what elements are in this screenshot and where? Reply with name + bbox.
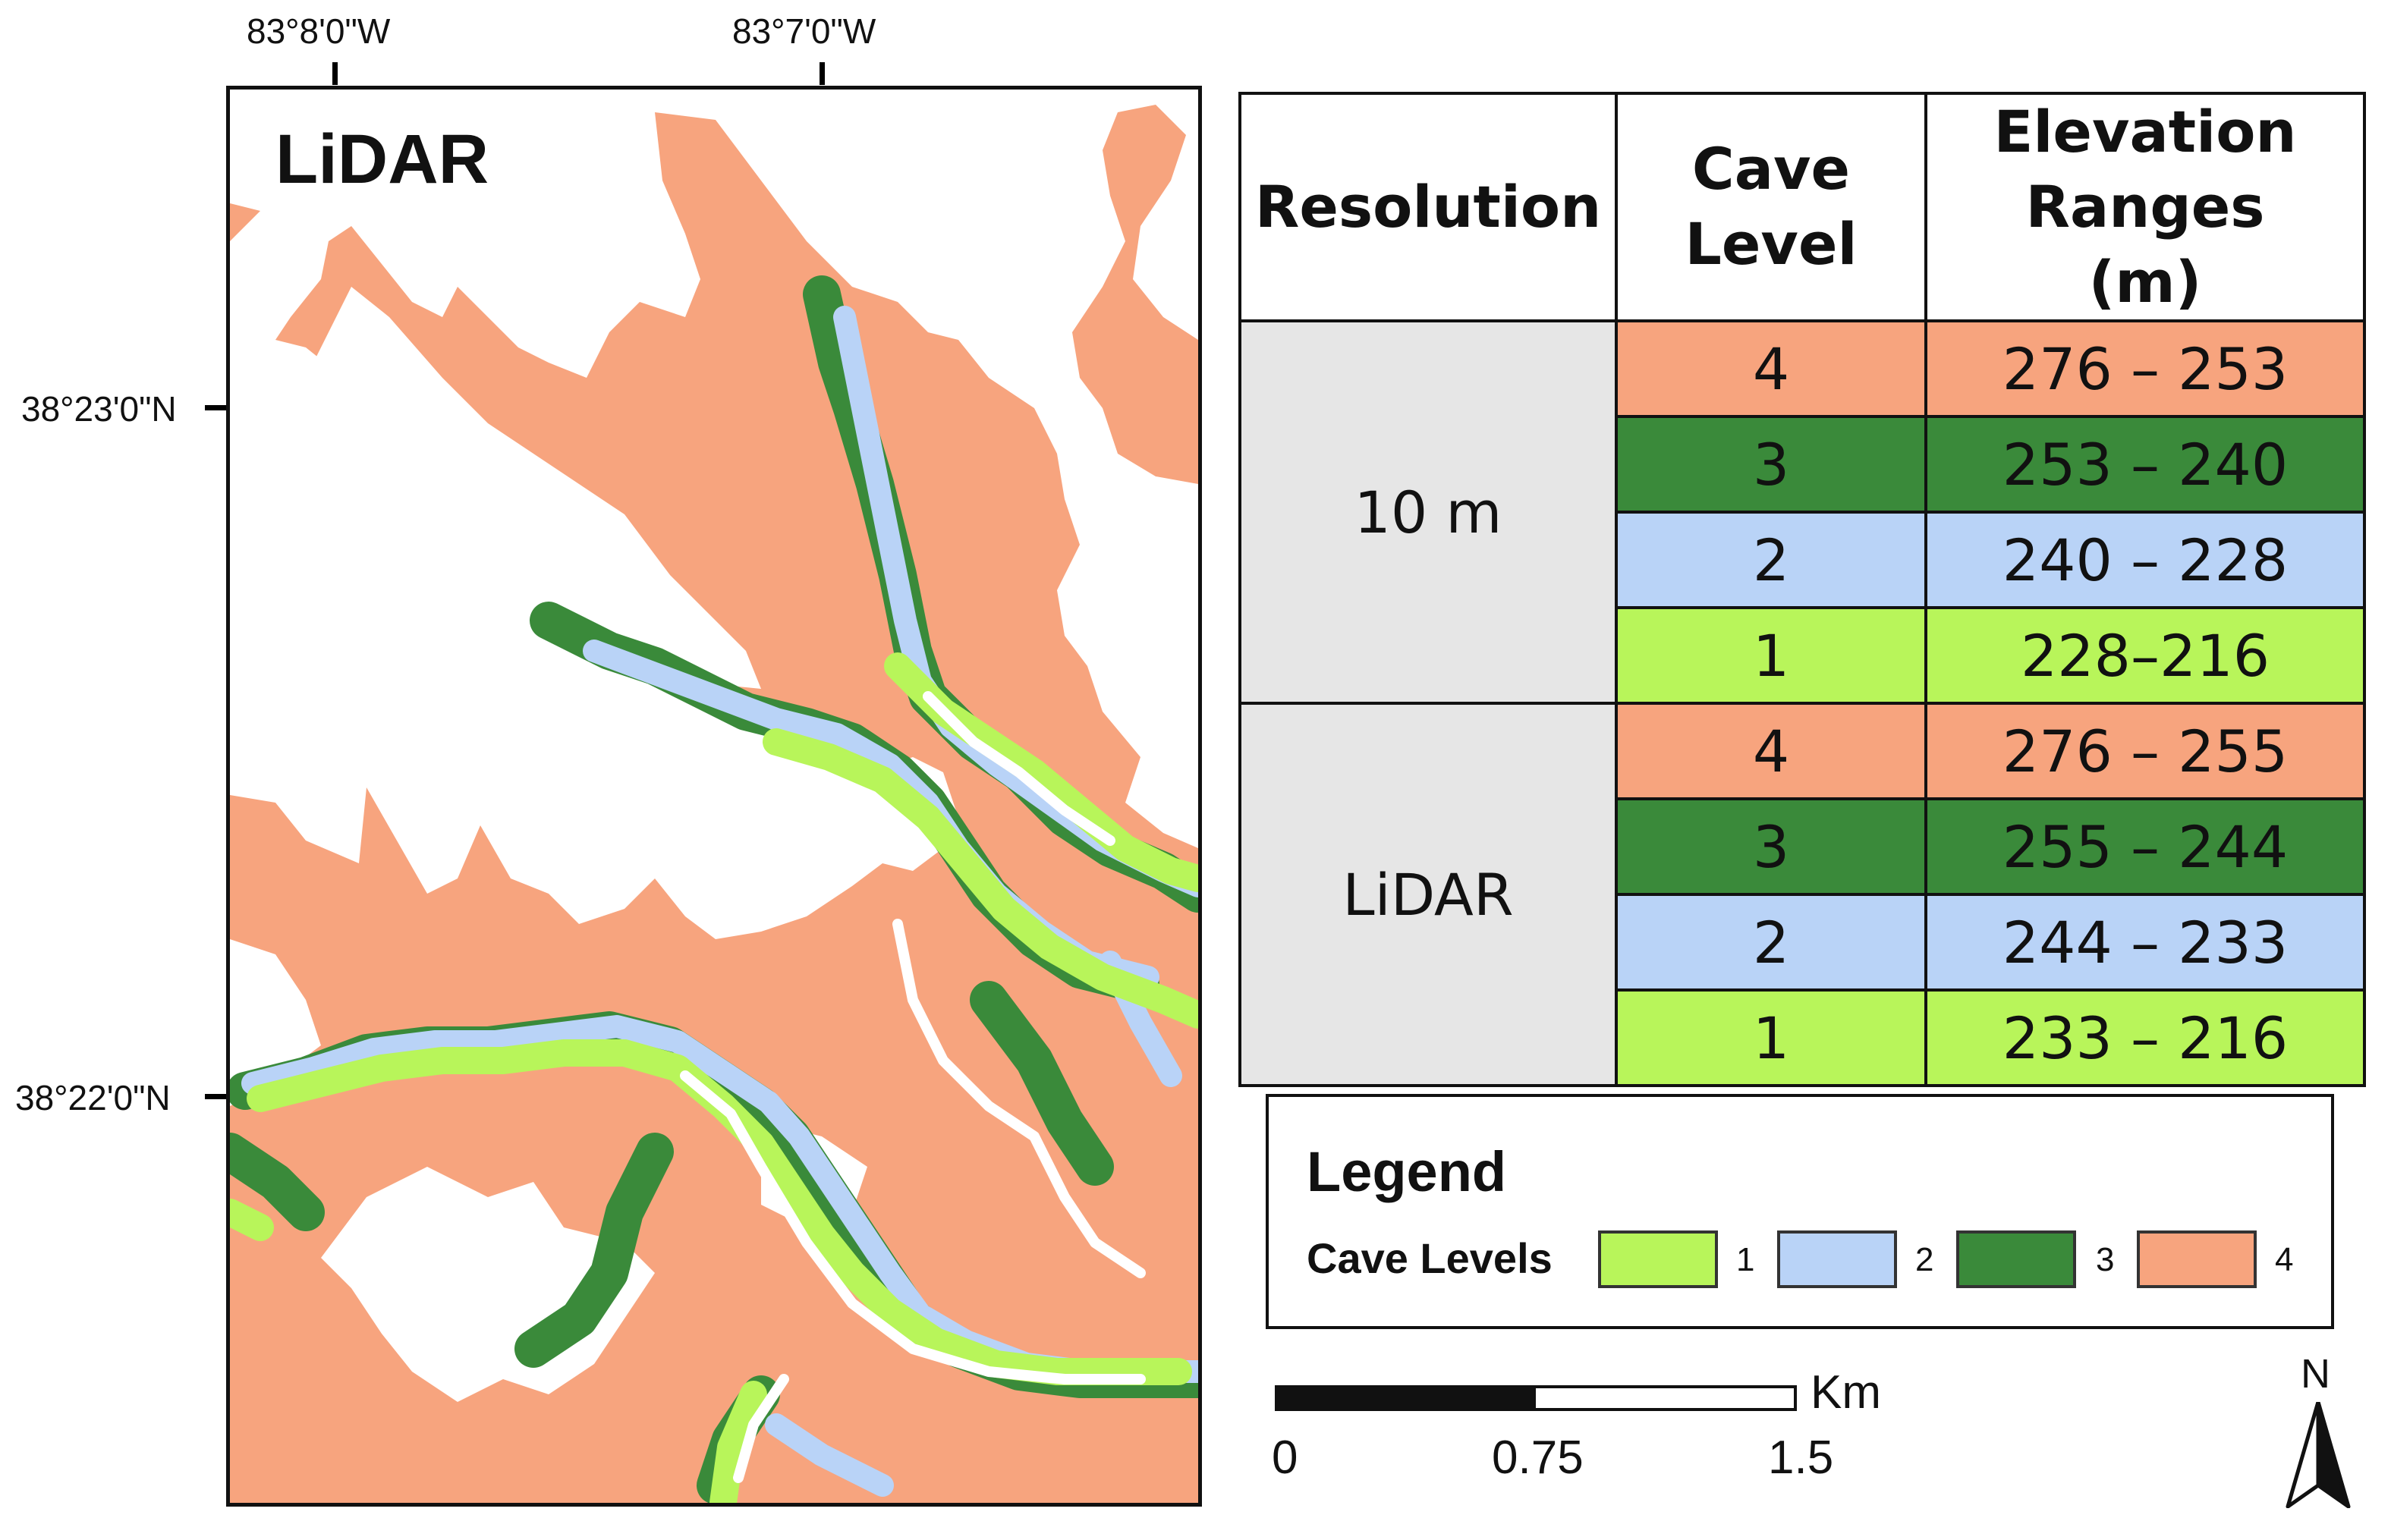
map-title: LiDAR [275, 121, 489, 198]
level-cell: 4 [1615, 702, 1927, 801]
lon-tick-1 [332, 62, 338, 85]
range-cell: 244 – 233 [1924, 893, 2366, 992]
map-panel[interactable]: LiDAR [226, 86, 1202, 1507]
legend-label-2: 2 [1915, 1241, 1934, 1278]
resolution-cell: 10 m [1238, 319, 1618, 706]
lon-label-2: 83°7'0"W [732, 11, 876, 51]
level-cell: 4 [1615, 319, 1927, 419]
table-row: 2 240 – 228 [1240, 511, 2366, 610]
table-row: 3 255 – 244 [1240, 797, 2366, 897]
table-row: 3 253 – 240 [1240, 415, 2366, 514]
lat-label-2: 38°22'0"N [15, 1078, 171, 1117]
legend-label-3: 3 [2096, 1241, 2115, 1278]
lat-tick-2 [205, 1094, 228, 1099]
legend-box: Legend Cave Levels 1 2 3 4 [1266, 1094, 2334, 1329]
range-cell: 240 – 228 [1924, 511, 2366, 610]
table-row: 10 m 4 276 – 253 [1238, 319, 2366, 706]
scale-unit: Km [1811, 1366, 1881, 1419]
lat-tick-1 [205, 405, 228, 410]
north-label: N [2301, 1351, 2330, 1397]
level-cell: 2 [1615, 511, 1927, 610]
legend-swatch-4 [2137, 1230, 2257, 1288]
range-cell: 255 – 244 [1924, 797, 2366, 897]
range-cell: 233 – 216 [1924, 988, 2366, 1088]
legend-label-1: 1 [1736, 1241, 1755, 1278]
range-cell: 276 – 255 [1924, 702, 2366, 801]
legend-swatch-2 [1777, 1230, 1897, 1288]
header-resolution: Resolution [1238, 91, 1618, 323]
scale-label-0: 0 [1272, 1432, 1298, 1484]
resolution-cell: LiDAR [1238, 702, 1618, 1088]
range-cell: 253 – 240 [1924, 415, 2366, 514]
level-cell: 3 [1615, 797, 1927, 897]
header-cave-level: Cave Level [1615, 91, 1927, 323]
river-channel [680, 691, 1146, 1483]
north-arrow-icon [2286, 1402, 2351, 1508]
scale-bar-filled-segment [1278, 1388, 1536, 1408]
cave-level-map [230, 105, 1198, 1503]
level-cell: 3 [1615, 415, 1927, 514]
level-cell: 1 [1615, 988, 1927, 1088]
table-header-row: Resolution Cave Level Elevation Ranges (… [1238, 91, 2366, 323]
table-row: LiDAR 4 276 – 255 [1238, 702, 2366, 1088]
scale-bar [1275, 1385, 1797, 1411]
level-cell: 2 [1615, 893, 1927, 992]
range-cell: 228–216 [1924, 606, 2366, 706]
table-row: 1 228–216 [1240, 606, 2366, 706]
lon-tick-2 [820, 62, 825, 85]
lat-label-1: 38°23'0"N [21, 389, 177, 429]
table-row: 2 244 – 233 [1240, 893, 2366, 992]
legend-title: Legend [1307, 1140, 1507, 1203]
header-elevation-ranges: Elevation Ranges (m) [1924, 91, 2366, 323]
legend-swatch-1 [1598, 1230, 1718, 1288]
table-row: 1 233 – 216 [1240, 988, 2366, 1088]
range-cell: 276 – 253 [1924, 319, 2366, 419]
scale-label-end: 1.5 [1768, 1432, 1834, 1484]
legend-label-4: 4 [2275, 1241, 2294, 1278]
level-cell: 1 [1615, 606, 1927, 706]
scale-label-mid: 0.75 [1492, 1432, 1584, 1484]
legend-subtitle: Cave Levels [1307, 1234, 1553, 1282]
elevation-table: Resolution Cave Level Elevation Ranges (… [1238, 91, 2366, 1088]
lon-label-1: 83°8'0"W [247, 11, 391, 51]
legend-swatch-3 [1956, 1230, 2076, 1288]
